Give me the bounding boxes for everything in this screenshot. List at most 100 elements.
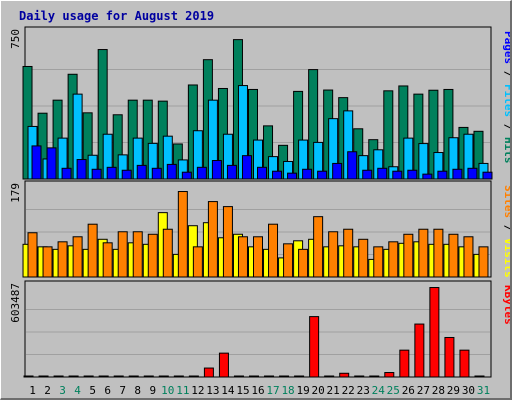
- day-label-25: 25: [387, 384, 400, 397]
- scale-label-kbytes: 603487: [9, 283, 22, 323]
- day-label-27: 27: [417, 384, 430, 397]
- bar-sites-day-11: [177, 191, 188, 278]
- bar-sites-day-23: [358, 238, 369, 278]
- legend-entry-visits: Visits: [502, 238, 510, 278]
- bar-sites-day-5: [87, 223, 98, 278]
- legend-separator: /: [502, 64, 510, 84]
- bar-sites-day-2: [42, 246, 53, 278]
- day-label-29: 29: [447, 384, 460, 397]
- day-label-21: 21: [327, 384, 340, 397]
- day-label-13: 13: [206, 384, 219, 397]
- bar-sites-day-12: [192, 246, 203, 278]
- bar-hits-day-25: [383, 90, 394, 180]
- bar-pages-day-13: [211, 160, 222, 180]
- day-label-4: 4: [74, 384, 81, 397]
- day-label-1: 1: [29, 384, 36, 397]
- day-label-30: 30: [462, 384, 475, 397]
- bar-sites-day-20: [313, 216, 324, 278]
- day-label-10: 10: [161, 384, 174, 397]
- bar-pages-day-31: [482, 171, 493, 180]
- bar-kbytes-day-5: [83, 375, 94, 378]
- bar-pages-day-29: [452, 168, 463, 180]
- bar-pages-day-5: [91, 168, 102, 180]
- bar-sites-day-16: [253, 236, 263, 278]
- bar-kbytes-day-20: [309, 316, 320, 378]
- bar-pages-day-14: [226, 164, 237, 180]
- day-label-22: 22: [342, 384, 355, 397]
- bar-kbytes-day-18: [279, 375, 290, 378]
- day-label-31: 31: [477, 384, 490, 397]
- bar-kbytes-day-28: [429, 287, 440, 378]
- bar-pages-day-19: [302, 168, 313, 180]
- panel-kbytes: 603487 KBytes: [9, 280, 510, 378]
- bar-kbytes-day-15: [233, 375, 244, 378]
- bar-kbytes-day-24: [369, 375, 380, 378]
- day-label-20: 20: [312, 384, 325, 397]
- bar-kbytes-day-25: [384, 372, 395, 378]
- bar-pages-day-2: [46, 147, 57, 180]
- day-label-6: 6: [104, 384, 111, 397]
- bar-pages-day-23: [362, 169, 373, 180]
- bar-sites-day-3: [57, 241, 68, 278]
- bar-pages-day-22: [347, 151, 358, 180]
- legend-entry-sites: Sites: [502, 185, 510, 218]
- day-label-15: 15: [236, 384, 249, 397]
- bar-kbytes-day-27: [414, 323, 425, 378]
- day-label-7: 7: [119, 384, 126, 397]
- bar-kbytes-day-26: [399, 349, 410, 378]
- bar-kbytes-day-2: [38, 375, 49, 378]
- bar-pages-day-10: [166, 163, 177, 180]
- legend-entry-kbytes: KBytes: [502, 285, 510, 325]
- bar-pages-day-12: [196, 166, 207, 180]
- bar-kbytes-day-8: [128, 375, 139, 378]
- bar-sites-day-14: [222, 206, 233, 278]
- bar-kbytes-day-7: [113, 375, 124, 378]
- bar-kbytes-day-10: [158, 375, 169, 378]
- day-label-2: 2: [44, 384, 51, 397]
- day-label-18: 18: [281, 384, 294, 397]
- bar-kbytes-day-21: [324, 375, 335, 378]
- bar-sites-day-30: [463, 236, 474, 278]
- legend-entry-pages: Pages: [502, 31, 510, 64]
- day-label-12: 12: [191, 384, 204, 397]
- bar-sites-day-18: [283, 243, 294, 278]
- bar-pages-day-3: [61, 167, 72, 180]
- bar-kbytes-day-16: [249, 375, 259, 378]
- panel-hits-files-pages: 750 Pages / Files / Hits: [9, 26, 510, 180]
- day-label-3: 3: [59, 384, 66, 397]
- bar-pages-day-6: [106, 166, 117, 180]
- bar-pages-day-17: [272, 170, 283, 180]
- bar-kbytes-day-23: [354, 375, 365, 378]
- bar-sites-day-26: [403, 233, 414, 278]
- day-label-24: 24: [372, 384, 386, 397]
- day-label-8: 8: [134, 384, 141, 397]
- bar-kbytes-day-1: [23, 375, 34, 378]
- day-label-11: 11: [176, 384, 189, 397]
- bar-sites-day-15: [237, 236, 248, 278]
- bar-sites-day-8: [132, 231, 143, 278]
- bar-pages-day-28: [437, 170, 448, 180]
- bar-pages-day-25: [392, 170, 403, 180]
- bar-pages-day-26: [407, 169, 418, 180]
- bar-kbytes-day-29: [444, 336, 455, 378]
- day-label-28: 28: [432, 384, 445, 397]
- panel-visits-sites: 179 Sites / Visits: [9, 180, 510, 278]
- legend-kbytes: KBytes: [502, 285, 510, 325]
- bar-sites-day-6: [102, 242, 113, 278]
- bar-pages-day-30: [467, 167, 478, 180]
- bar-sites-day-7: [117, 231, 128, 278]
- bar-kbytes-day-17: [264, 375, 275, 378]
- legend-entry-hits: Hits: [502, 137, 510, 164]
- bar-sites-day-10: [162, 228, 173, 278]
- bar-sites-day-4: [72, 236, 83, 278]
- day-label-9: 9: [149, 384, 156, 397]
- day-label-23: 23: [357, 384, 370, 397]
- x-axis-labels: 1 2 3 4 5 6 7 8 9 10 11 12 13 14 15 16 17 18 19 20 21 22 23 24 2…: [29, 384, 490, 397]
- bar-sites-day-22: [343, 228, 354, 278]
- bar-sites-day-31: [478, 246, 489, 278]
- bar-kbytes-day-9: [143, 375, 154, 378]
- scale-label-hits-files-pages: 750: [9, 29, 22, 49]
- day-label-16: 16: [251, 384, 264, 397]
